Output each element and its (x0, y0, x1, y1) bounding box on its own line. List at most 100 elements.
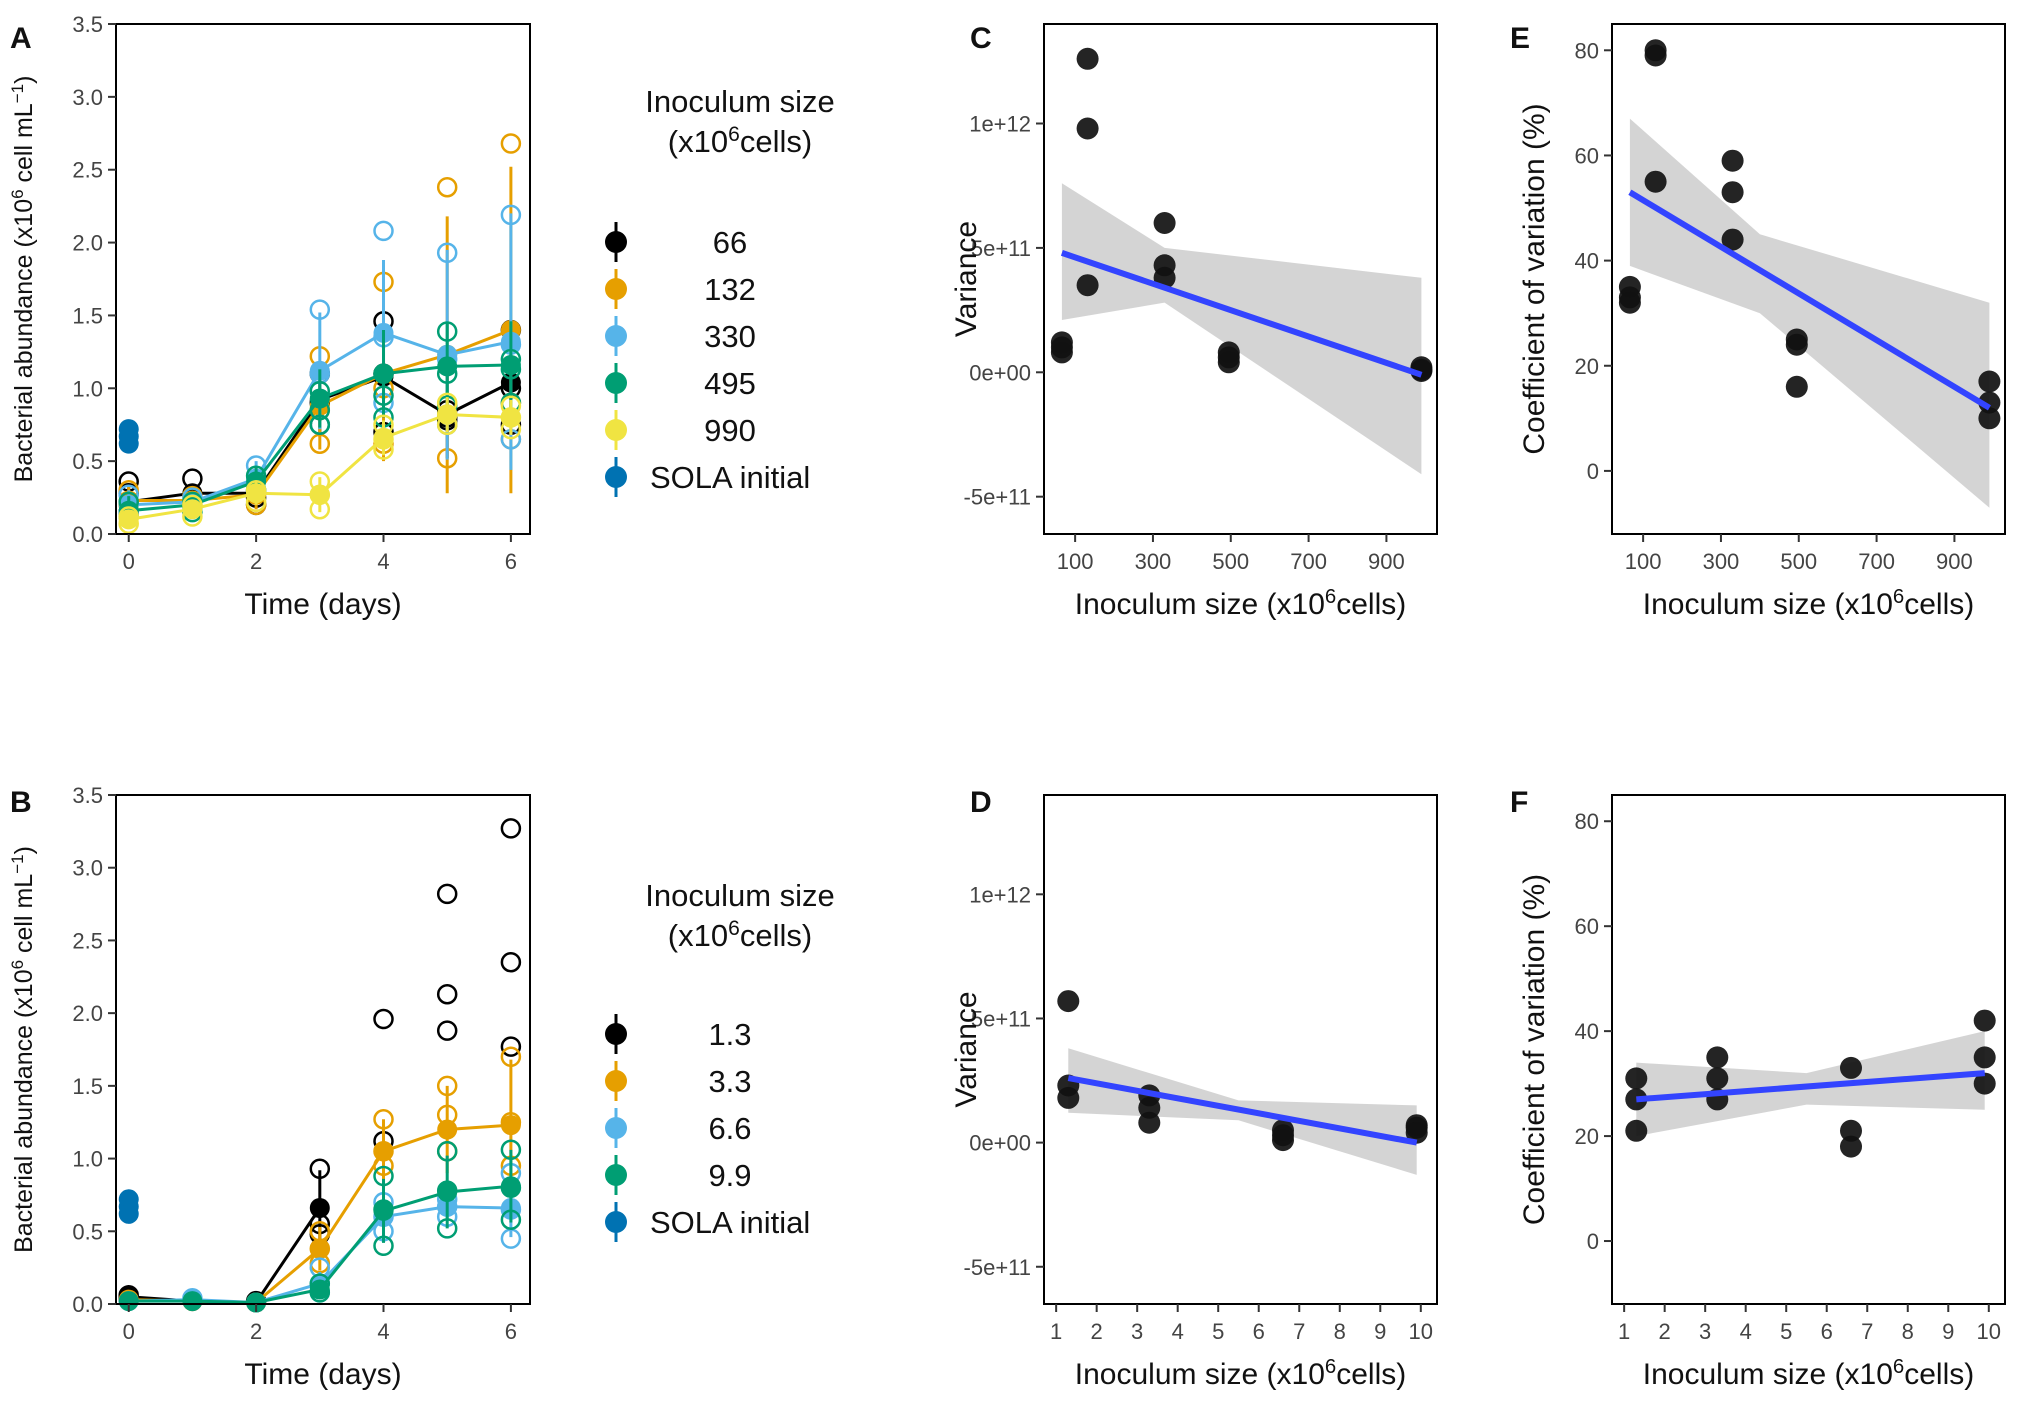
legend-label: 6.6 (708, 1111, 751, 1146)
panel-c: C -5e+11 0e+00 5e+11 1e+12 100 300 500 700 900 Ino… (950, 22, 1438, 621)
legend-key-dot (605, 466, 627, 488)
panel-e: E 0 20 40 60 80 100 300 500 700 900 Inoculum size (… (1510, 22, 2006, 621)
data-point (1840, 1135, 1862, 1158)
x-tick-label: 2 (1091, 1319, 1103, 1344)
data-point (1625, 1067, 1648, 1090)
y-tick-label: 0e+00 (969, 360, 1031, 385)
legend-label: 132 (704, 272, 756, 307)
legend-key-dot (605, 278, 627, 300)
legend-label: SOLA initial (650, 460, 810, 495)
y-tick-label: 3.0 (72, 85, 103, 110)
legend-key-dot (605, 1023, 627, 1045)
panel-d: D -5e+11 0e+00 5e+11 1e+12 1 2 3 4 5 6 7 8 9 10Inoculu… (950, 786, 1438, 1391)
panel-letter: E (1510, 22, 1530, 55)
series-sola-initial (118, 419, 139, 454)
mean-point (373, 427, 394, 448)
panel-letter: F (1510, 786, 1528, 819)
x-axis-title: Inoculum size (x106cells) (1075, 1356, 1406, 1391)
mean-point (437, 1119, 458, 1140)
y-tick-label: 60 (1575, 143, 1599, 168)
panel-b: B 0.0 0.5 1.0 1.5 2.0 2.5 3.0 3.5 0 2 4 6 Time (days)… (8, 783, 835, 1391)
regression-line (1067, 1075, 1418, 1146)
x-tick-label: 4 (1740, 1319, 1752, 1344)
legend-key-dot (605, 1117, 627, 1139)
x-tick-label: 100 (1057, 549, 1094, 574)
data-point (1978, 391, 2001, 414)
x-tick-label: 1 (1050, 1319, 1062, 1344)
mean-point (309, 1198, 330, 1218)
mean-point (373, 363, 394, 384)
x-axis-title: Inoculum size (x106cells) (1643, 586, 1974, 621)
mean-point (437, 356, 458, 377)
y-tick-label: 0e+00 (969, 1131, 1031, 1156)
replicate-point (500, 818, 522, 839)
plot-frame (1043, 794, 1438, 1305)
y-tick-label: 20 (1575, 1124, 1599, 1149)
y-tick-label: 2.0 (72, 1001, 103, 1026)
mean-point (246, 483, 267, 504)
x-tick-label: 1 (1618, 1319, 1630, 1344)
replicate-point (373, 1008, 394, 1030)
y-tick-label: 1.0 (72, 1147, 103, 1172)
legend-item: 3.3 (605, 1061, 752, 1101)
y-axis-title: Coefficient of variation (%) (1518, 103, 1551, 454)
plot-frame (115, 23, 531, 535)
legend-label: 3.3 (708, 1064, 751, 1099)
y-tick-label: 1.5 (72, 303, 103, 328)
panel-a: A 0.0 0.5 1.0 1.5 2.0 2.5 3.0 3.5 0 2 4 6 Time (days)… (8, 12, 835, 621)
legend-item: 6.6 (605, 1108, 752, 1148)
data-point (1721, 181, 1744, 204)
data-point (1785, 375, 1808, 398)
panel-letter: B (10, 786, 32, 819)
legend-label: 990 (704, 413, 756, 448)
data-point (1076, 117, 1099, 140)
data-point (1217, 351, 1240, 374)
replicate-point (436, 883, 458, 905)
x-tick-label: 6 (1253, 1319, 1265, 1344)
y-tick-label: 0 (1587, 459, 1599, 484)
initial-point (118, 1203, 139, 1224)
x-tick-label: 4 (377, 1319, 389, 1344)
legend-key-dot (605, 1211, 627, 1233)
data-point (1057, 1086, 1080, 1109)
y-tick-label: 3.5 (72, 12, 103, 37)
data-point (1644, 44, 1667, 67)
mean-point (500, 1115, 521, 1136)
x-tick-label: 5 (1780, 1319, 1792, 1344)
mean-point (182, 499, 203, 520)
x-tick-label: 7 (1293, 1319, 1305, 1344)
x-tick-label: 10 (1409, 1319, 1433, 1344)
replicate-point (500, 951, 522, 973)
y-tick-label: 1.5 (72, 1074, 103, 1099)
legend-key-dot (605, 1164, 627, 1186)
x-tick-label: 4 (377, 549, 389, 574)
y-tick-label: 80 (1575, 38, 1599, 63)
replicate-point (500, 133, 522, 154)
legend-label: 9.9 (708, 1158, 751, 1193)
legend-label: 330 (704, 319, 756, 354)
data-point (1706, 1067, 1729, 1090)
x-tick-label: 900 (1368, 549, 1405, 574)
legend-item: 1.3 (605, 1014, 752, 1054)
x-tick-label: 8 (1334, 1319, 1346, 1344)
data-point (1050, 331, 1073, 354)
legend: Inoculum size (x106cells) 66 132 330 495 990 SO… (605, 84, 835, 497)
x-tick-label: 9 (1942, 1319, 1954, 1344)
y-axis-title: Variance (950, 221, 983, 337)
plot-frame (1611, 794, 2006, 1305)
x-tick-label: 6 (1821, 1319, 1833, 1344)
data-point (1706, 1046, 1729, 1069)
mean-point (309, 484, 330, 505)
mean-point (500, 355, 521, 375)
x-tick-label: 3 (1699, 1319, 1711, 1344)
data-point (1057, 990, 1080, 1013)
y-tick-label: -5e+11 (964, 1255, 1031, 1280)
series-line (128, 1207, 322, 1305)
y-tick-label: 2.5 (72, 928, 103, 953)
y-tick-label: 1e+12 (969, 882, 1031, 907)
data-point (1973, 1046, 1996, 1069)
data-point (1978, 370, 2001, 393)
mean-point (118, 1291, 139, 1312)
